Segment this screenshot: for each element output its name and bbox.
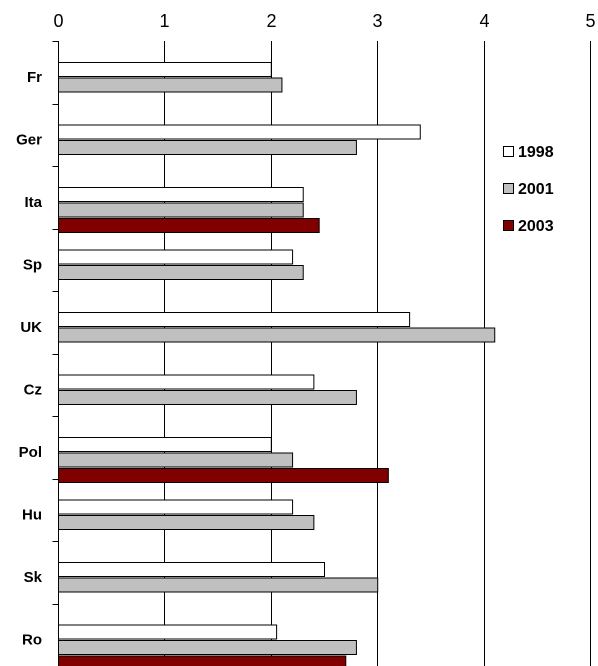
category-label-Fr: Fr bbox=[27, 69, 42, 86]
legend: 1998 2001 2003 bbox=[503, 144, 554, 235]
bars bbox=[58, 62, 496, 666]
legend-label-2003: 2003 bbox=[518, 218, 554, 235]
bar-Ita-1998 bbox=[58, 187, 304, 202]
legend-swatch-2001 bbox=[503, 183, 514, 194]
bar-Pol-2003 bbox=[58, 468, 389, 483]
legend-swatch-2003 bbox=[503, 220, 514, 231]
category-label-UK: UK bbox=[20, 319, 42, 336]
category-label-Hu: Hu bbox=[22, 507, 42, 524]
bar-Pol-2001 bbox=[58, 452, 294, 468]
bar-Cz-1998 bbox=[58, 374, 315, 390]
bar-Ita-2003 bbox=[58, 218, 320, 233]
category-label-Cz: Cz bbox=[24, 382, 42, 399]
bar-UK-2001 bbox=[58, 327, 496, 343]
bar-Ger-2001 bbox=[58, 140, 357, 155]
legend-label-2001: 2001 bbox=[518, 181, 554, 198]
category-label-Sp: Sp bbox=[23, 257, 42, 274]
labels: 0 1 2 3 4 5 Fr Ger Ita Sp UK Cz Pol Hu Sk Ro bbox=[16, 11, 595, 649]
x-tick-label-1: 1 bbox=[159, 11, 169, 31]
bar-Ro-1998 bbox=[58, 624, 278, 640]
bar-Ro-2001 bbox=[58, 640, 357, 655]
x-tick-label-3: 3 bbox=[372, 11, 382, 31]
legend-swatch-1998 bbox=[503, 146, 514, 157]
bar-Sp-1998 bbox=[58, 249, 294, 265]
bar-Cz-2001 bbox=[58, 390, 357, 405]
bar-Fr-2001 bbox=[58, 77, 283, 93]
category-label-Ger: Ger bbox=[16, 132, 42, 149]
category-label-Ro: Ro bbox=[22, 632, 42, 649]
category-label-Sk: Sk bbox=[24, 569, 43, 586]
bar-Fr-1998 bbox=[58, 62, 272, 77]
axes bbox=[52, 41, 59, 666]
bar-Sk-2001 bbox=[58, 577, 379, 593]
bar-Hu-1998 bbox=[58, 499, 294, 515]
bar-Pol-1998 bbox=[58, 437, 272, 452]
bar-Ita-2001 bbox=[58, 202, 304, 218]
bar-UK-1998 bbox=[58, 312, 411, 327]
bar-Hu-2001 bbox=[58, 515, 315, 530]
legend-label-1998: 1998 bbox=[518, 144, 554, 161]
bar-Sp-2001 bbox=[58, 265, 304, 280]
category-label-Ita: Ita bbox=[24, 194, 42, 211]
bar-Sk-1998 bbox=[58, 562, 325, 577]
x-tick-label-5: 5 bbox=[585, 11, 595, 31]
x-tick-label-0: 0 bbox=[53, 11, 63, 31]
category-label-Pol: Pol bbox=[19, 444, 42, 461]
x-tick-label-2: 2 bbox=[266, 11, 276, 31]
x-tick-label-4: 4 bbox=[479, 11, 489, 31]
bar-Ger-1998 bbox=[58, 124, 421, 140]
bar-Ro-2003 bbox=[58, 655, 347, 666]
